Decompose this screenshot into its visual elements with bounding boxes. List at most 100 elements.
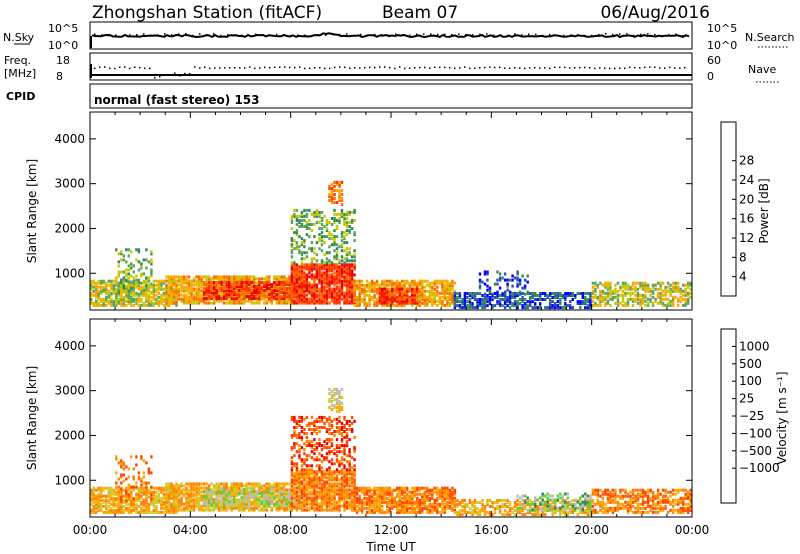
heatmap-cell (180, 297, 183, 301)
colorbar-tick-label: 24 (739, 173, 754, 187)
heatmap-cell (298, 297, 301, 301)
heatmap-cell (135, 502, 138, 506)
heatmap-cell (125, 260, 128, 264)
heatmap-cell (381, 293, 384, 297)
heatmap-cell (323, 488, 326, 492)
heatmap-cell (235, 297, 238, 301)
heatmap-cell (315, 496, 319, 500)
heatmap-cell (222, 496, 226, 500)
heatmap-cell (160, 279, 163, 283)
heatmap-cell (120, 289, 123, 293)
heatmap-cell (300, 299, 304, 303)
heatmap-cell (305, 275, 309, 279)
heatmap-cell (120, 487, 123, 491)
heatmap-cell (107, 293, 110, 297)
heatmap-cell (205, 291, 208, 295)
heatmap-cell (117, 488, 120, 492)
heatmap-cell (122, 286, 125, 290)
heatmap-cell (258, 486, 261, 490)
heatmap-cell (165, 490, 168, 494)
heatmap-cell (92, 504, 95, 508)
y-tick-label: 3000 (54, 177, 85, 191)
heatmap-cell (157, 488, 161, 492)
heatmap-cell (212, 500, 216, 504)
heatmap-cell (599, 281, 602, 285)
nsearch-dot (535, 33, 537, 36)
heatmap-cell (95, 506, 98, 510)
nave-dot (544, 67, 546, 69)
heatmap-cell (315, 293, 319, 297)
heatmap-cell (132, 467, 135, 471)
heatmap-cell (207, 291, 211, 295)
heatmap-cell (207, 275, 211, 279)
heatmap-cell (142, 272, 146, 276)
heatmap-cell (516, 300, 519, 304)
heatmap-cell (230, 486, 233, 490)
heatmap-cell (340, 259, 344, 263)
heatmap-cell (338, 293, 341, 297)
heatmap-cell (300, 508, 304, 512)
heatmap-cell (255, 301, 258, 305)
heatmap-cell (413, 293, 416, 297)
heatmap-cell (250, 289, 253, 293)
heatmap-cell (446, 301, 449, 305)
nave-dot (629, 66, 631, 69)
heatmap-cell (140, 494, 143, 498)
heatmap-cell (483, 306, 487, 310)
heatmap-cell (243, 291, 246, 295)
heatmap-cell (571, 306, 574, 310)
heatmap-cell (265, 277, 268, 281)
heatmap-cell (345, 297, 349, 301)
heatmap-cell (348, 273, 351, 277)
nsearch-dot (465, 34, 467, 36)
heatmap-cell (202, 297, 206, 301)
heatmap-cell (273, 484, 276, 488)
heatmap-cell (233, 291, 236, 295)
heatmap-cell (325, 301, 329, 305)
heatmap-cell (288, 293, 291, 297)
heatmap-cell (105, 281, 108, 285)
heatmap-cell (330, 295, 334, 299)
heatmap-cell (293, 283, 296, 287)
heatmap-cell (263, 285, 266, 288)
heatmap-cell (300, 500, 304, 504)
heatmap-cell (187, 496, 191, 500)
heatmap-cell (358, 295, 361, 299)
heatmap-cell (506, 282, 509, 286)
heatmap-cell (197, 504, 201, 508)
heatmap-cell (142, 303, 146, 307)
heatmap-cell (172, 502, 176, 506)
heatmap-cell (250, 496, 253, 500)
heatmap-cell (438, 295, 442, 299)
colorbar-frame (720, 121, 737, 297)
heatmap-cell (107, 289, 110, 293)
heatmap-cell (320, 265, 324, 269)
heatmap-cell (185, 279, 188, 283)
heatmap-cell (135, 258, 138, 262)
heatmap-cell (260, 295, 263, 299)
heatmap-cell (187, 281, 191, 285)
heatmap-cell (303, 281, 306, 285)
heatmap-cell (350, 287, 354, 291)
heatmap-cell (258, 281, 261, 284)
heatmap-cell (115, 492, 118, 496)
heatmap-cell (298, 279, 301, 283)
heatmap-cell (265, 498, 268, 502)
heatmap-cell (240, 482, 243, 486)
heatmap-cell (235, 301, 238, 305)
heatmap-cell (599, 301, 602, 305)
heatmap-cell (187, 275, 191, 279)
heatmap-cell (318, 490, 321, 494)
heatmap-cell (132, 285, 135, 289)
heatmap-cell (616, 281, 620, 285)
heatmap-cell (150, 301, 153, 305)
heatmap-cell (353, 233, 356, 237)
heatmap-cell (127, 497, 130, 501)
heatmap-cell (238, 486, 241, 490)
heatmap-cell (298, 225, 301, 228)
heatmap-cell (338, 285, 341, 289)
heatmap-cell (278, 285, 281, 289)
heatmap-cell (157, 283, 161, 287)
heatmap-cell (273, 492, 276, 495)
nave-dot (454, 67, 456, 70)
